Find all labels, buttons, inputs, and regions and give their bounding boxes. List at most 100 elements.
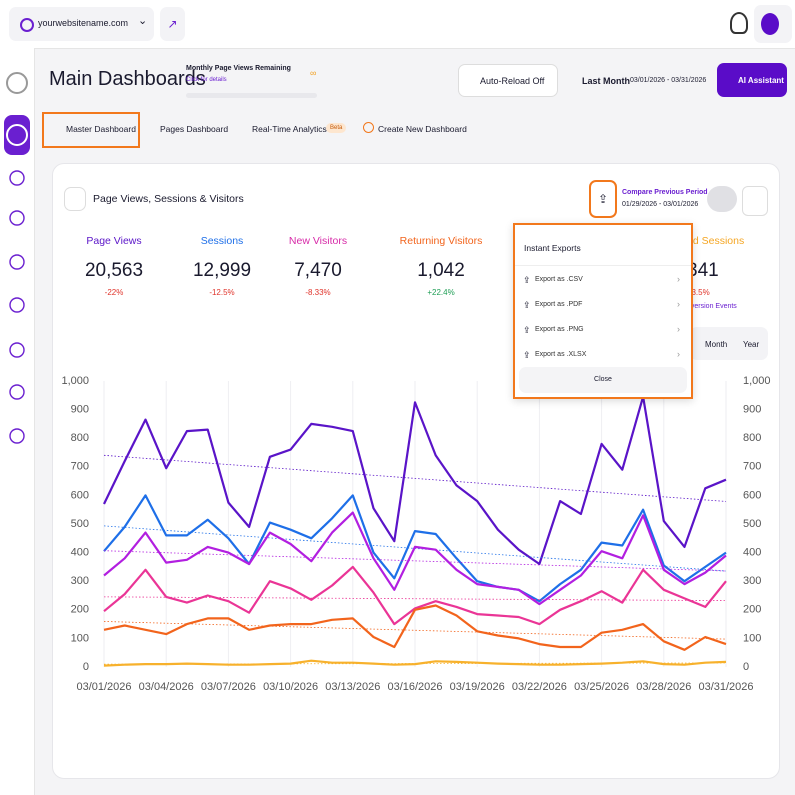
trend-line	[103, 550, 727, 572]
y-tick-label: 700	[71, 461, 89, 473]
y-tick-label: 300	[71, 575, 89, 587]
nav-item[interactable]	[9, 297, 25, 313]
chevron: ⌄	[138, 15, 148, 27]
nav-item[interactable]	[9, 254, 25, 270]
y-tick-label: 900	[71, 404, 89, 416]
filter-button[interactable]	[742, 186, 768, 216]
card-icon	[64, 187, 86, 211]
compare-range: 01/29/2026 - 03/01/2026	[622, 201, 699, 208]
y-tick-label: 1,000	[743, 375, 771, 387]
export-chevron: ›	[677, 324, 680, 334]
x-tick-label: 03/10/2026	[263, 681, 318, 693]
x-tick-label: 03/28/2026	[636, 681, 691, 693]
quota-value: ∞	[310, 68, 317, 78]
conversion-link[interactable]: nversion Events	[687, 303, 737, 310]
globe-icon	[20, 18, 34, 32]
hint-icon[interactable]	[730, 12, 748, 34]
ai-assistant-button[interactable]	[717, 63, 787, 97]
export-option[interactable]: Export as .XLSX	[535, 351, 587, 358]
nav-item[interactable]	[9, 384, 25, 400]
trend-line	[103, 454, 727, 502]
add-icon	[363, 122, 374, 133]
y-tick-label: 700	[743, 461, 761, 473]
y-tick-label: 100	[71, 632, 89, 644]
nav-item[interactable]	[9, 428, 25, 444]
series-line	[103, 659, 727, 667]
beta-badge: Beta	[326, 123, 347, 133]
y-tick-label: 600	[71, 489, 89, 501]
period-button[interactable]: Year	[743, 340, 760, 349]
y-tick-label: 500	[71, 518, 89, 530]
trend-line	[103, 596, 727, 602]
close-button[interactable]: Close	[519, 367, 687, 393]
metric-change: +22.4%	[427, 288, 455, 297]
metric-label: Page Views	[86, 235, 142, 247]
export-icon: ⇪	[523, 300, 531, 310]
x-tick-label: 03/31/2026	[698, 681, 753, 693]
y-tick-label: 400	[71, 547, 89, 559]
tab[interactable]: Create New Dashboard	[378, 124, 467, 134]
series-line	[103, 604, 727, 651]
popup-title: Instant Exports	[524, 243, 581, 253]
compare-toggle[interactable]	[707, 186, 737, 212]
export-popup: Instant Exports ⇪ Export as .CSV › ⇪ Export …	[513, 223, 693, 399]
quota-link[interactable]: Click for details	[186, 77, 227, 83]
export-button[interactable]: ⇪	[589, 180, 617, 218]
nav-collapse[interactable]	[6, 72, 28, 94]
y-tick-label: 800	[71, 432, 89, 444]
x-tick-label: 03/01/2026	[76, 681, 131, 693]
popup-divider	[515, 265, 691, 266]
quota-label: Monthly Page Views Remaining	[186, 65, 291, 72]
metric-value: 341	[687, 260, 719, 281]
nav-item[interactable]	[9, 170, 25, 186]
y-tick-label: 600	[743, 489, 761, 501]
y-tick-label: 200	[71, 604, 89, 616]
x-tick-label: 03/22/2026	[512, 681, 567, 693]
compare-label: Compare Previous Period	[622, 189, 708, 196]
export-option[interactable]: Export as .PDF	[535, 301, 583, 308]
series-line	[103, 511, 727, 606]
auto-reload-button[interactable]	[458, 64, 558, 97]
x-tick-label: 03/16/2026	[387, 681, 442, 693]
period-button[interactable]: Month	[705, 340, 728, 349]
export-chevron: ›	[677, 299, 680, 309]
y-tick-label: 0	[743, 661, 749, 673]
y-tick-label: 100	[743, 632, 761, 644]
avatar[interactable]	[761, 13, 779, 35]
metric-label: Returning Visitors	[399, 235, 483, 247]
nav-item[interactable]	[9, 342, 25, 358]
series-line	[103, 395, 727, 566]
x-tick-label: 03/25/2026	[574, 681, 629, 693]
tab[interactable]: Pages Dashboard	[160, 124, 229, 134]
ai-assistant-label[interactable]: AI Assistant	[738, 76, 784, 85]
period-label[interactable]: Last Month	[582, 76, 630, 86]
y-tick-label: 300	[743, 575, 761, 587]
tab[interactable]: Master Dashboard	[66, 124, 136, 134]
y-tick-label: 400	[743, 547, 761, 559]
y-tick-label: 0	[83, 661, 89, 673]
y-tick-label: 500	[743, 518, 761, 530]
site-name: yourwebsitename.com	[38, 18, 129, 28]
auto-reload-label[interactable]: Auto-Reload Off	[480, 76, 545, 86]
series-line	[103, 565, 727, 626]
card-title: Page Views, Sessions & Visitors	[93, 193, 244, 205]
trend-line	[103, 621, 727, 640]
tab[interactable]: Real-Time Analytics	[252, 124, 327, 134]
y-tick-label: 200	[743, 604, 761, 616]
open-site[interactable]: ↗	[160, 7, 185, 41]
nav-item[interactable]	[9, 210, 25, 226]
page-title: Main Dashboards	[49, 68, 206, 90]
date-range[interactable]: 03/01/2026 - 03/31/2026	[630, 77, 707, 84]
nav-dashboard[interactable]	[6, 124, 28, 146]
export-icon: ⇪	[523, 350, 531, 360]
tab-highlight	[42, 112, 140, 148]
y-tick-label: 800	[743, 432, 761, 444]
metric-change: -12.5%	[209, 288, 235, 297]
export-option[interactable]: Export as .PNG	[535, 326, 584, 333]
export-option[interactable]: Export as .CSV	[535, 276, 583, 283]
metric-change: 23.5%	[687, 288, 710, 297]
metric-change: -22%	[104, 288, 124, 297]
quota-bar	[186, 93, 317, 98]
